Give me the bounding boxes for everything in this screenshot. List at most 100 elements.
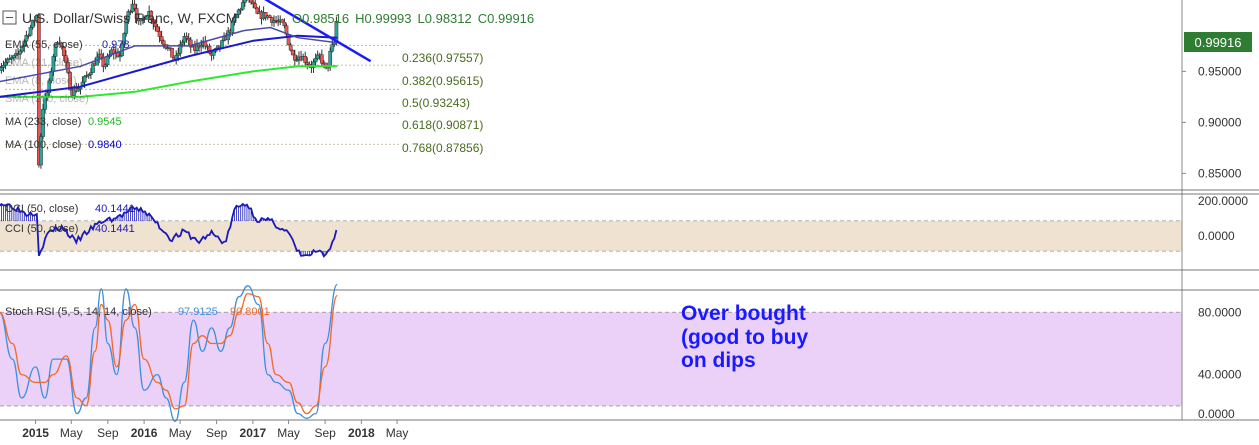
annotation-line: on dips	[681, 349, 756, 372]
x-tick-label: Sep	[314, 426, 336, 440]
stoch-k-value: 97.9125	[178, 306, 218, 318]
ma-line	[0, 34, 338, 98]
candle-up	[103, 64, 108, 67]
candle-down	[303, 56, 308, 63]
candle-down	[305, 62, 310, 65]
candle-up	[176, 52, 181, 56]
candle-up	[47, 80, 52, 93]
candle-up	[105, 56, 110, 66]
candle-down	[132, 3, 137, 9]
cci-legend: CCI (50, close) 40.1441 CCI (50, close) …	[5, 203, 135, 235]
y-axis-ticks: 0.85000 0.90000 0.95000 200.0000 0.0000 80.00…	[1182, 64, 1248, 421]
x-axis-ticks: 2015 May Sep 2016 May Sep 2017 May Sep 2018 May	[22, 420, 408, 440]
stoch-d-line	[0, 292, 338, 415]
price-indicator-legend: EMA (55, close) 0.978 EMA (21, close) EM…	[5, 39, 130, 151]
open-label: O	[292, 11, 302, 26]
current-price-badge	[1184, 32, 1252, 52]
candle-up	[41, 109, 45, 137]
x-tick-label: Sep	[97, 426, 119, 440]
close-label: C	[478, 11, 487, 26]
ohlc-readout: O0.98516 H0.99993 L0.98312 C0.99916	[292, 11, 534, 26]
chart-symbol-title: U.S. Dollar/Swiss Franc, W, FXCM	[22, 10, 237, 26]
candle-down	[207, 45, 212, 54]
cci-line	[0, 202, 338, 258]
candle-up	[180, 41, 185, 45]
candle-down	[249, 0, 253, 3]
y-tick-label: 0.85000	[1198, 166, 1242, 180]
stoch-d-value: 90.8001	[230, 306, 270, 318]
candle-up	[330, 44, 335, 52]
stoch-label: Stoch RSI (5, 5, 14, 14, close)	[5, 306, 152, 318]
current-price-badge-text: 0.99916	[1195, 35, 1242, 50]
stoch-k-line	[0, 283, 338, 423]
candle-up	[76, 88, 81, 92]
x-tick-label: 2015	[22, 426, 49, 440]
candle-down	[253, 3, 258, 9]
candle-up	[145, 15, 149, 20]
indicator-label: MA (100, close)	[5, 139, 81, 151]
fib-levels	[5, 44, 400, 145]
x-tick-label: Sep	[206, 426, 228, 440]
candle-up	[328, 50, 333, 66]
cci-band	[0, 221, 1182, 251]
candle-up	[53, 44, 58, 57]
high-label: H	[355, 11, 364, 26]
candle-down	[149, 11, 154, 21]
fib-label: 0.618(0.90871)	[402, 118, 483, 132]
candle-up	[39, 136, 43, 166]
stoch-band	[0, 312, 1182, 406]
candle-down	[66, 62, 70, 73]
candle-up	[178, 44, 183, 54]
candle-up	[240, 2, 245, 10]
candle-up	[313, 58, 318, 63]
candle-down	[320, 54, 324, 64]
fib-level-labels: 0.236(0.97557) 0.382(0.95615) 0.5(0.9324…	[402, 51, 483, 155]
y-tick-label: 0.0000	[1198, 229, 1235, 243]
candle-up	[220, 40, 224, 48]
candle-down	[267, 15, 272, 18]
candle-down	[188, 39, 193, 48]
close-value: 0.99916	[487, 11, 534, 26]
candle-down	[159, 36, 164, 42]
cci-label: CCI (50, close)	[5, 223, 78, 235]
ma-line	[0, 26, 338, 83]
high-value: 0.99993	[365, 11, 412, 26]
moving-averages	[0, 26, 338, 98]
candle-down	[184, 35, 189, 39]
y-tick-label: 80.0000	[1198, 305, 1242, 319]
pane-frame	[0, 0, 1259, 421]
candle-up	[126, 11, 131, 20]
y-tick-label: 0.95000	[1198, 64, 1242, 78]
indicator-label: EMA (8, close)	[5, 75, 77, 87]
candle-up	[82, 76, 87, 83]
y-tick-label: 0.0000	[1198, 407, 1235, 421]
low-label: L	[418, 11, 425, 26]
low-value: 0.98312	[425, 11, 472, 26]
x-tick-label: May	[169, 426, 192, 440]
annotation-line: Over bought	[681, 302, 806, 325]
fib-label: 0.236(0.97557)	[402, 51, 483, 65]
candle-up	[243, 0, 247, 3]
cci-value: 40.1441	[95, 223, 135, 235]
x-tick-label: May	[386, 426, 409, 440]
fib-label: 0.382(0.95615)	[402, 74, 483, 88]
candle-up	[232, 17, 237, 22]
indicator-label: SMA (200, close)	[5, 93, 89, 105]
candle-down	[170, 48, 174, 58]
stoch-rsi-series	[0, 283, 338, 423]
cci-value: 40.1441	[95, 203, 135, 215]
candle-down	[99, 53, 104, 58]
x-tick-label: 2016	[131, 426, 158, 440]
indicator-label: EMA (21, close)	[5, 57, 83, 69]
ma-line	[0, 65, 338, 98]
candle-down	[68, 72, 72, 91]
candle-down	[59, 42, 64, 48]
candle-up	[89, 72, 93, 75]
y-tick-label: 0.90000	[1198, 115, 1242, 129]
candle-up	[28, 27, 33, 36]
candlestick-series	[0, 0, 339, 169]
resistance-trendline[interactable]	[249, 0, 372, 63]
candle-up	[91, 63, 95, 73]
stoch-legend: Stoch RSI (5, 5, 14, 14, close) 97.9125 …	[5, 306, 270, 318]
